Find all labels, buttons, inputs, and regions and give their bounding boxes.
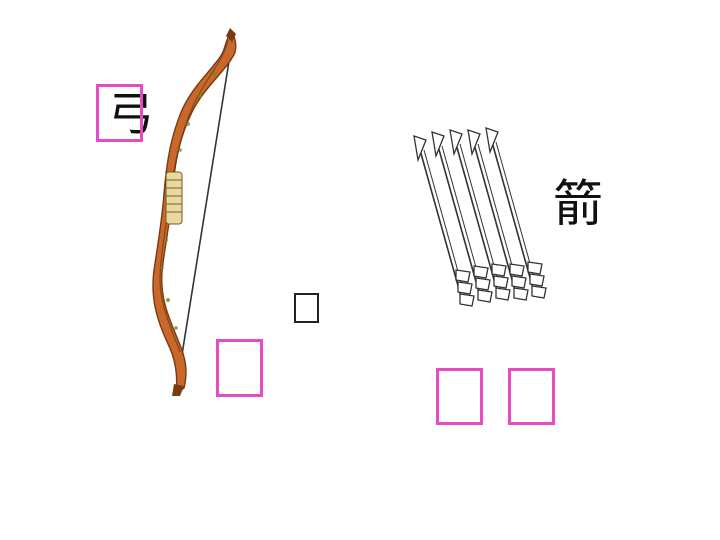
arrow-character: 箭 bbox=[553, 175, 603, 233]
arrow-answer-box-1[interactable] bbox=[436, 368, 483, 425]
bow-answer-box[interactable] bbox=[216, 339, 263, 397]
bow-character-frame bbox=[96, 84, 143, 142]
bow-character: 弓 bbox=[108, 87, 154, 141]
arrow-answer-box-2[interactable] bbox=[508, 368, 555, 425]
placeholder-box bbox=[294, 293, 319, 323]
